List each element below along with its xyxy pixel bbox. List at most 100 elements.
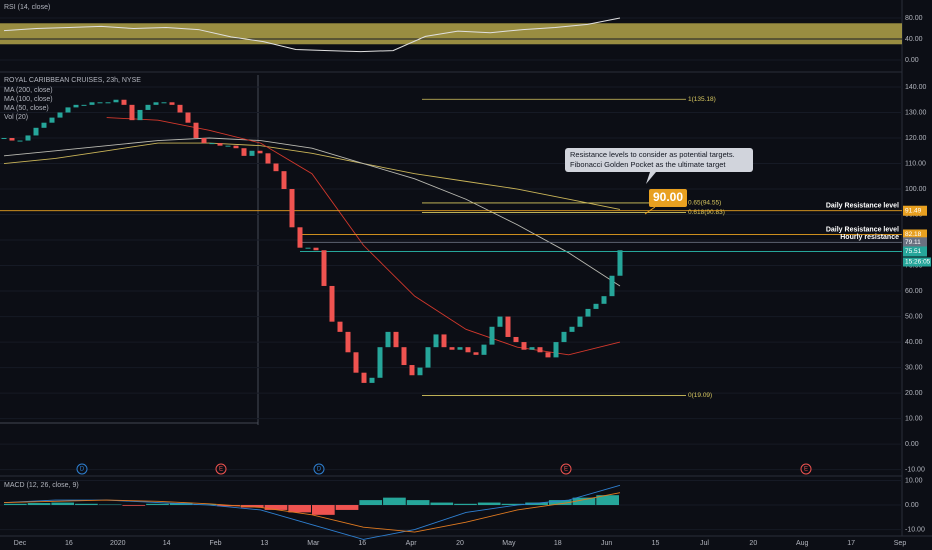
candle-body [57, 112, 63, 118]
y-tick-label: 110.00 [905, 160, 926, 167]
resistance-label: Daily Resistance level [826, 203, 899, 210]
x-tick-label: Apr [406, 540, 418, 547]
candle-body [249, 150, 255, 156]
macd-histogram [335, 505, 359, 510]
macd-histogram [430, 502, 454, 506]
candle-body [337, 321, 343, 332]
target-badge [649, 189, 687, 207]
ma-legend: MA (50, close) [4, 105, 49, 112]
macd-histogram [572, 497, 596, 506]
candle-body [489, 326, 495, 345]
candle-body [33, 127, 39, 136]
event-earnings[interactable] [560, 463, 572, 475]
candle-body [137, 109, 143, 121]
event-earnings[interactable] [215, 463, 227, 475]
countdown-tag [903, 257, 931, 267]
candle-body [481, 344, 487, 355]
candle-body [417, 367, 423, 376]
candle-body [321, 250, 327, 286]
target-pointer [644, 206, 656, 215]
rsi-band [0, 23, 902, 45]
candle-body [97, 102, 103, 104]
macd-histogram [146, 503, 169, 506]
x-tick-label: 17 [847, 540, 855, 547]
candle-body [401, 347, 407, 366]
candle-body [473, 352, 479, 355]
candle-body [393, 331, 399, 348]
candle-body [209, 143, 215, 145]
vol-legend: Vol (20) [4, 114, 28, 121]
y-tick-label: 80.00 [905, 15, 923, 22]
macd-histogram [75, 503, 98, 506]
moving-average [3, 137, 621, 287]
x-tick-label: 13 [261, 540, 269, 547]
macd-histogram [454, 503, 477, 506]
price-tag [903, 237, 927, 248]
macd-histogram [312, 505, 335, 515]
y-tick-label: 10.00 [905, 477, 923, 484]
macd-histogram [477, 502, 501, 506]
x-tick-label: 16 [358, 540, 366, 547]
candle-body [161, 102, 167, 104]
price-tag-label: 79.11 [905, 239, 921, 246]
candle-body [369, 377, 375, 383]
x-tick-label: Mar [307, 540, 320, 547]
candle-body [305, 247, 311, 249]
macd-histogram [240, 505, 264, 508]
x-tick-label: 18 [554, 540, 562, 547]
candle-body [297, 227, 303, 248]
candle-body [497, 316, 503, 327]
candle-body [49, 117, 55, 123]
macd-histogram [51, 502, 75, 506]
macd-histogram [548, 500, 572, 506]
candle-body [9, 138, 15, 141]
candle-body [217, 143, 223, 146]
candle-body [577, 316, 583, 327]
macd-histogram [122, 505, 146, 506]
event-dividend[interactable] [313, 463, 325, 475]
candle-body [201, 138, 207, 144]
candle-body [241, 148, 247, 156]
event-label: E [804, 467, 808, 473]
macd-histogram [406, 500, 430, 506]
candle-body [537, 347, 543, 353]
target-label: 90.00 [653, 190, 683, 204]
candle-body [569, 326, 575, 332]
candle-body [177, 104, 183, 113]
event-dividend[interactable] [76, 463, 88, 475]
candle-body [193, 122, 199, 139]
candle-body [225, 145, 231, 147]
candle-body [457, 347, 463, 350]
candle-body [265, 153, 271, 164]
callout-box [565, 148, 753, 172]
candle-body [585, 308, 591, 317]
candle-body [313, 247, 319, 251]
y-tick-label: 130.00 [905, 109, 927, 116]
resistance-label: Hourly resistance [840, 234, 899, 241]
price-tag [903, 229, 927, 240]
x-tick-label: Dec [14, 540, 27, 547]
candle-body [329, 285, 335, 322]
macd-histogram [359, 500, 383, 506]
y-tick-label: 30.00 [905, 364, 923, 371]
rsi-line [3, 17, 621, 53]
candle-body [129, 104, 135, 121]
fib-label: 0.618(90.83) [688, 209, 725, 216]
callout-text: Fibonacci Golden Pocket as the ultimate … [570, 160, 726, 169]
moving-average [3, 142, 621, 210]
event-label: D [317, 467, 322, 473]
x-tick-label: Aug [796, 540, 809, 547]
candle-body [385, 331, 391, 348]
y-tick-label: 0.00 [905, 441, 919, 448]
macd-legend: MACD (12, 26, close, 9) [4, 482, 79, 489]
macd-histogram [4, 503, 27, 506]
event-earnings[interactable] [800, 463, 812, 475]
moving-average [106, 117, 621, 356]
price-tag [903, 246, 927, 257]
macd-histogram [501, 503, 525, 506]
candle-body [89, 102, 95, 105]
y-tick-label: 0.00 [905, 57, 919, 64]
candle-body [425, 347, 431, 368]
candle-body [345, 331, 351, 353]
